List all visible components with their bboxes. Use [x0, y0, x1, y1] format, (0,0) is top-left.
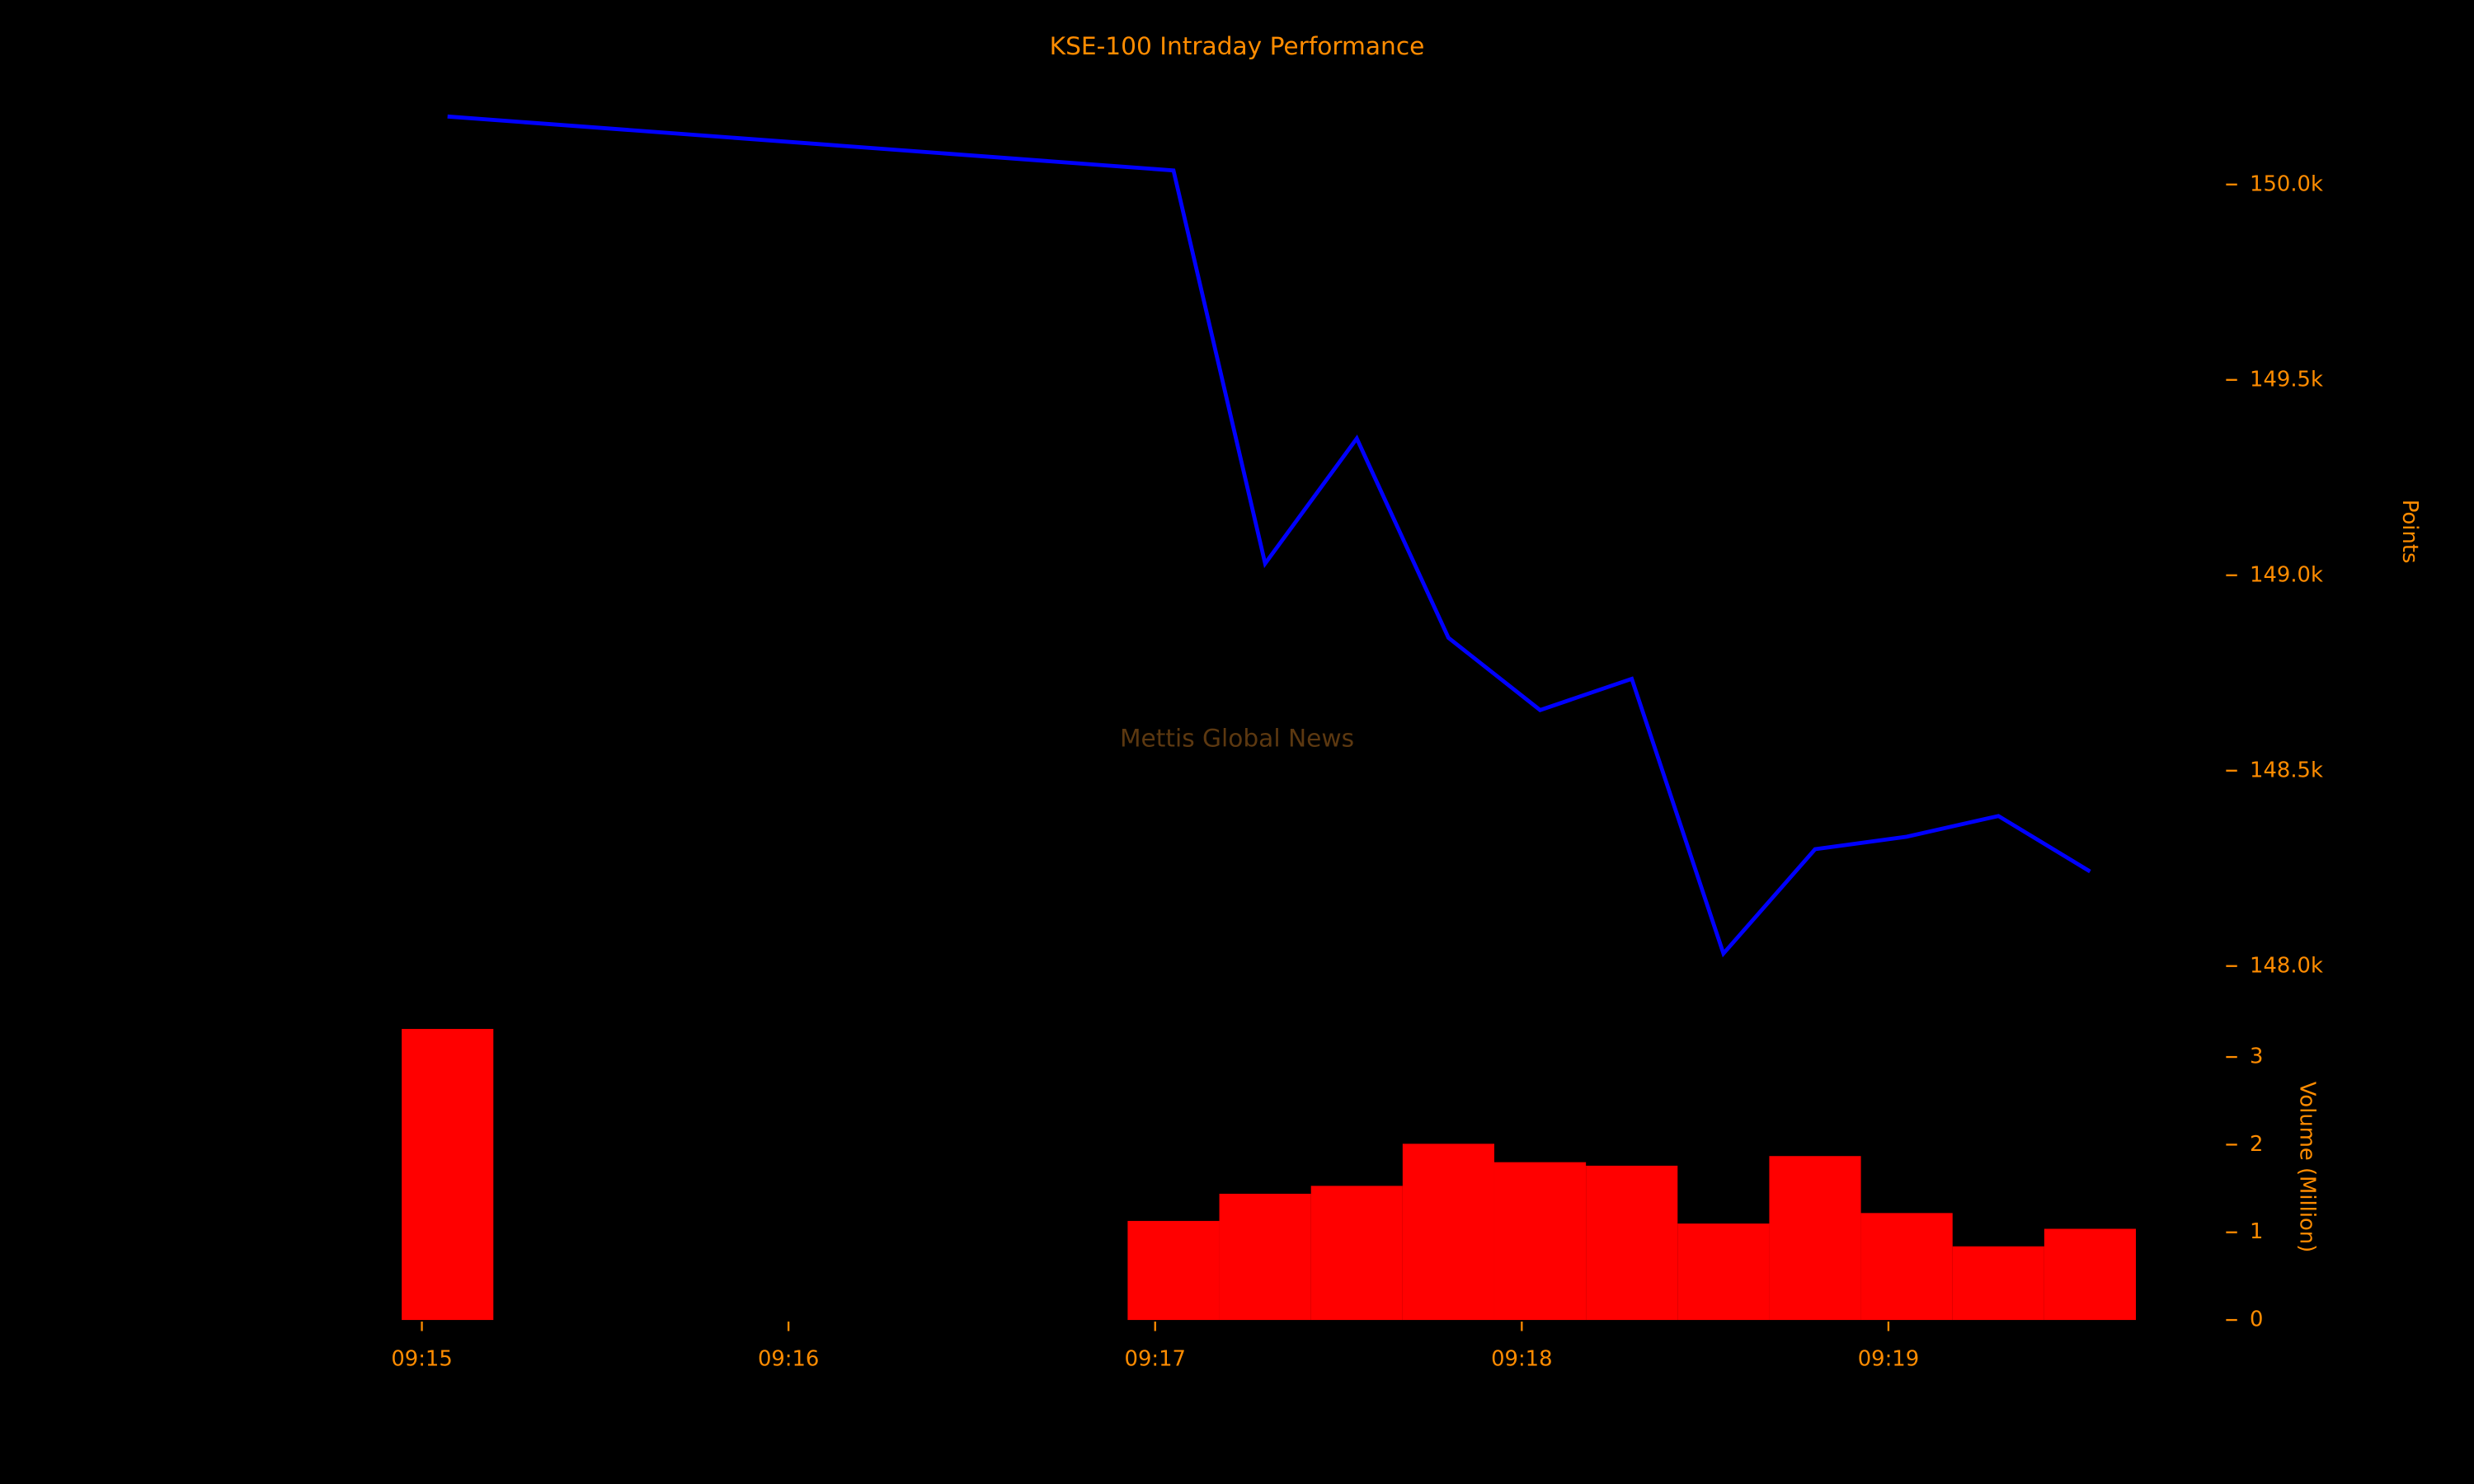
volume-bar: [1769, 1156, 1861, 1321]
y-tick-label: 148.0k: [2250, 953, 2323, 978]
y-tick-label: 0: [2250, 1308, 2263, 1332]
x-tick-label: 09:18: [1491, 1346, 1552, 1371]
volume-bar: [1952, 1246, 2044, 1321]
volume-bar: [1677, 1223, 1770, 1321]
volume-bar: [2044, 1228, 2137, 1321]
x-tick-label: 09:19: [1858, 1346, 1919, 1371]
volume-bar: [1310, 1186, 1403, 1321]
price-line: [447, 114, 2091, 958]
y-tick-label: 149.0k: [2250, 562, 2323, 587]
y-tick-label: 2: [2250, 1132, 2263, 1157]
x-tick-label: 09:15: [391, 1346, 452, 1371]
volume-bar: [1402, 1144, 1494, 1321]
volume-bar: [402, 1029, 494, 1321]
volume-bar: [1493, 1162, 1587, 1321]
y-tick-label: 3: [2250, 1045, 2263, 1069]
y-tick-label: 1: [2250, 1219, 2263, 1244]
volume-bar: [1860, 1213, 1953, 1321]
y-axis-label: Points: [2397, 500, 2422, 564]
volume-bar: [1127, 1220, 1220, 1321]
y-tick-label: 150.0k: [2250, 171, 2323, 196]
x-tick-label: 09:16: [758, 1346, 819, 1371]
watermark: Mettis Global News: [1120, 724, 1354, 753]
y-tick-label: 149.5k: [2250, 367, 2323, 392]
volume-bar: [1586, 1165, 1678, 1321]
y-axis-label: Volume (Million): [2294, 1082, 2319, 1252]
volume-bar: [1219, 1193, 1311, 1321]
x-tick-label: 09:17: [1125, 1346, 1186, 1371]
y-tick-label: 148.5k: [2250, 758, 2323, 782]
chart-title: KSE-100 Intraday Performance: [1050, 31, 1425, 60]
